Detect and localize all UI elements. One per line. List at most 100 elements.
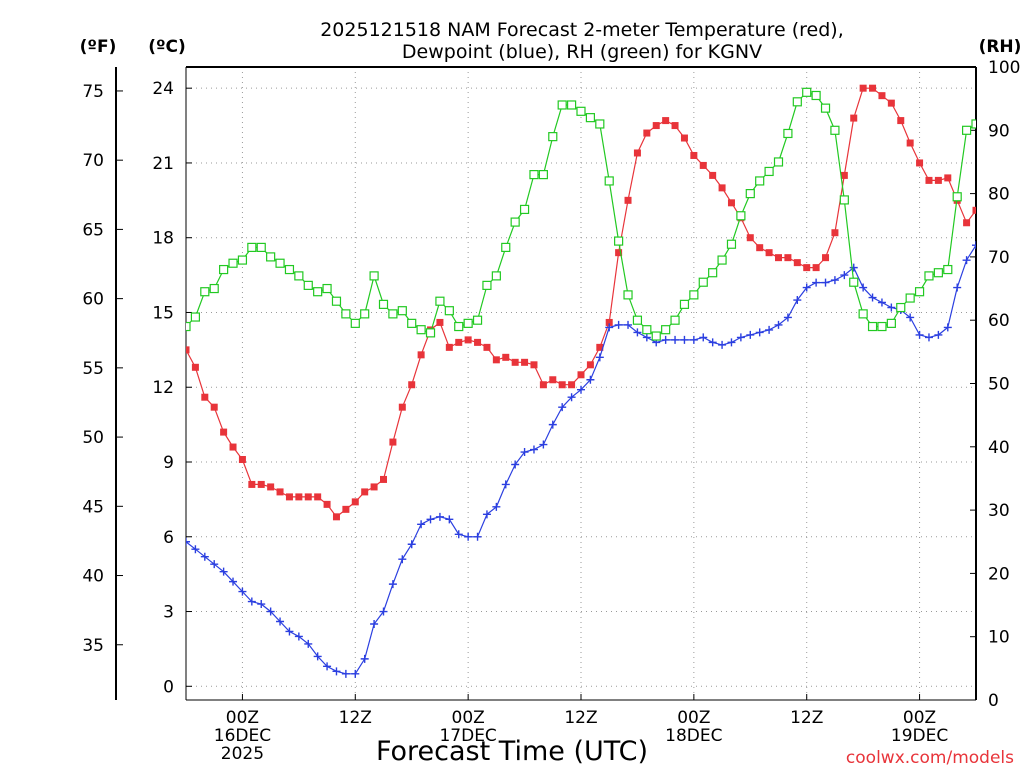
temperature-point	[492, 356, 500, 364]
dewpoint-point	[812, 278, 821, 287]
rh-point	[322, 283, 332, 294]
rh-point	[397, 306, 407, 316]
temperature-point	[624, 196, 632, 204]
rh-point	[294, 271, 304, 281]
rh-tick-label: 20	[988, 564, 1010, 584]
rh-point	[529, 170, 539, 180]
rh-point	[331, 296, 342, 306]
dewpoint-point	[435, 512, 444, 521]
rh-point	[820, 103, 831, 113]
dewpoint-point	[501, 480, 510, 489]
rh-point	[501, 242, 511, 253]
temperature-point	[220, 428, 228, 436]
temperature-point	[521, 358, 529, 366]
rh-point	[388, 309, 398, 319]
rh-tick-label: 10	[988, 628, 1010, 648]
rh-tick-label: 60	[988, 311, 1010, 331]
rh-point	[425, 328, 436, 338]
rh-point	[773, 157, 784, 167]
dewpoint-point	[219, 567, 228, 576]
rh-tick-label: 40	[988, 438, 1010, 458]
dewpoint-point	[774, 320, 783, 329]
dewpoint-point	[200, 552, 209, 561]
rh-point	[510, 217, 520, 227]
dewpoint-point	[313, 652, 322, 661]
dewpoint-point	[633, 328, 642, 337]
temperature-series	[186, 84, 976, 521]
rh-point	[886, 318, 896, 328]
dewpoint-point	[859, 283, 868, 292]
dewpoint-point	[482, 510, 491, 519]
temperature-point	[229, 443, 237, 451]
dewpoint-point	[877, 298, 886, 307]
rh-series	[186, 87, 976, 341]
rh-point	[736, 211, 746, 221]
temperature-point	[887, 99, 895, 107]
rh-point	[867, 321, 878, 332]
x-axis-label: Forecast Time (UTC)	[376, 736, 648, 767]
fahrenheit-tick-label: 60	[82, 290, 104, 310]
temperature-point	[257, 480, 265, 488]
temperature-point	[934, 176, 942, 184]
rh-point	[266, 252, 276, 262]
dewpoint-point	[473, 532, 482, 541]
dewpoint-point	[727, 338, 736, 347]
temperature-point	[963, 219, 971, 227]
rh-point	[407, 318, 417, 328]
dewpoint-point	[915, 330, 924, 339]
dewpoint-point	[586, 375, 595, 384]
rh-point	[943, 264, 953, 275]
temperature-point	[690, 151, 698, 159]
rh-point	[341, 309, 351, 319]
celsius-tick-label: 12	[152, 378, 174, 398]
chart-title-line-1: 2025121518 NAM Forecast 2-meter Temperat…	[320, 19, 844, 41]
temperature-point	[568, 381, 576, 389]
temperature-point	[276, 488, 284, 496]
temperature-point	[530, 361, 538, 369]
x-tick-label: 00Z	[226, 708, 259, 728]
rh-point	[350, 318, 360, 328]
rh-point	[642, 325, 652, 335]
temperature-point	[539, 381, 547, 389]
x-tick-label: 2025	[221, 744, 264, 764]
dewpoint-point	[962, 256, 971, 265]
dewpoint-point	[351, 669, 360, 678]
dewpoint-point	[699, 333, 708, 342]
temperature-point	[417, 351, 425, 359]
rh-tick-label: 0	[988, 691, 999, 711]
rh-point	[839, 195, 849, 205]
temperature-point	[267, 483, 275, 491]
dewpoint-point	[802, 283, 811, 292]
rh-point	[670, 315, 680, 325]
temperature-point	[972, 206, 976, 214]
dewpoint-point	[595, 353, 604, 362]
temperature-point	[455, 338, 463, 346]
rh-point	[689, 290, 699, 300]
dewpoint-point	[407, 540, 416, 549]
dewpoint-point	[492, 502, 501, 511]
rh-tick-label: 80	[988, 185, 1010, 205]
temperature-point	[351, 498, 359, 506]
dewpoint-point	[849, 263, 858, 272]
temperature-point	[709, 171, 717, 179]
dewpoint-point	[577, 385, 585, 394]
chart-title-line-2: Dewpoint (blue), RH (green) for KGNV	[402, 41, 762, 63]
rh-point	[209, 283, 219, 294]
temperature-point	[840, 171, 848, 179]
dewpoint-point	[464, 532, 473, 541]
dewpoint-point	[718, 340, 727, 349]
dewpoint-point	[642, 333, 651, 342]
temperature-point	[746, 234, 754, 242]
rh-point	[623, 290, 633, 300]
rh-tick-label: 90	[988, 121, 1010, 141]
dewpoint-point	[445, 515, 454, 524]
temperature-point	[831, 229, 839, 237]
fahrenheit-axis-label: (ºF)	[80, 37, 117, 57]
rh-point	[924, 271, 934, 281]
temperature-point	[436, 318, 444, 326]
rh-point	[661, 325, 671, 335]
rh-point	[905, 293, 915, 303]
rh-point	[651, 331, 661, 341]
